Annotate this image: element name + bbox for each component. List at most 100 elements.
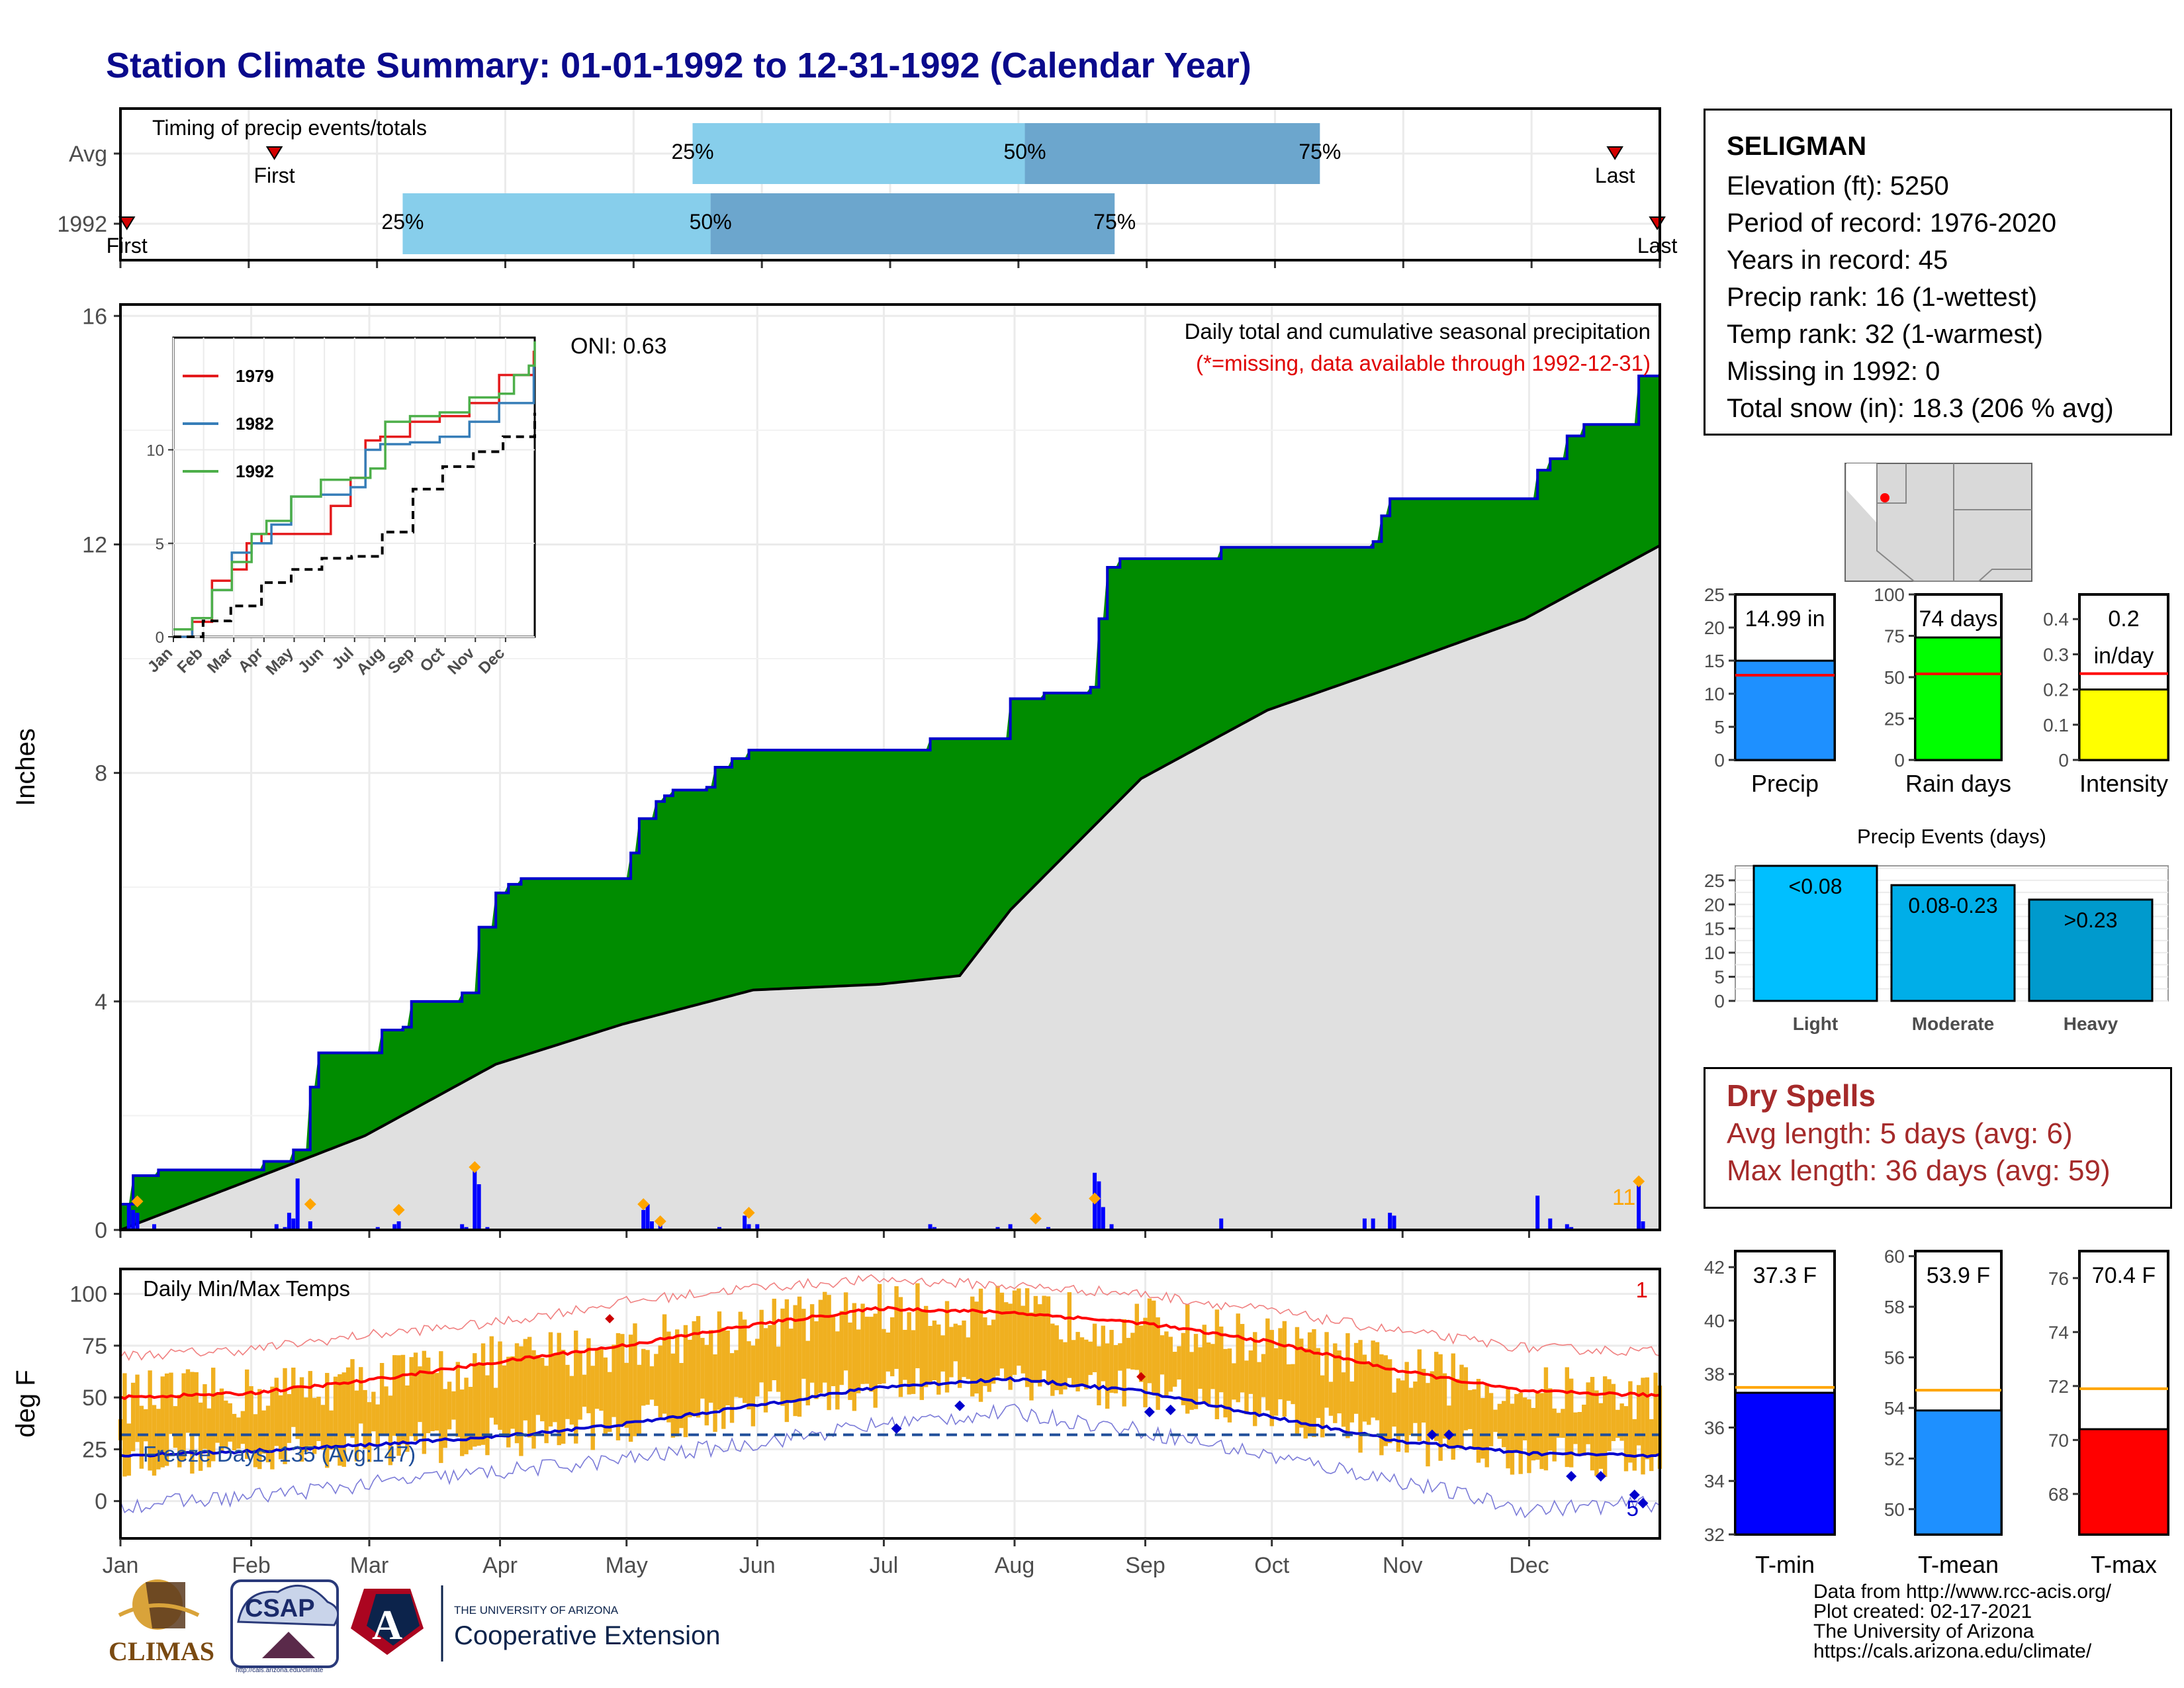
month-tick-label: Sep	[1125, 1553, 1165, 1578]
normal-max-line	[120, 1305, 1661, 1401]
summary-bar-name: Precip	[1751, 770, 1819, 797]
daily-temp-range-bar	[742, 1319, 747, 1403]
daily-temp-range-bar	[679, 1362, 684, 1429]
csap-url: http://cals.arizona.edu/climate	[236, 1667, 324, 1674]
daily-temp-range-bar	[763, 1328, 768, 1413]
daily-temp-range-bar	[1206, 1342, 1211, 1405]
daily-temp-range-bar	[1265, 1318, 1270, 1411]
daily-temp-range-bar	[181, 1373, 186, 1462]
daily-temp-range-bar	[232, 1413, 237, 1450]
daily-temp-range-bar	[1404, 1362, 1409, 1453]
daily-temp-range-bar	[1189, 1352, 1194, 1410]
daily-temp-range-bar	[940, 1335, 945, 1372]
daily-temp-range-bar	[210, 1368, 216, 1462]
oni-label: ONI: 0.63	[570, 334, 667, 359]
daily-temp-range-bar	[1602, 1376, 1608, 1477]
daily-temp-range-bar	[999, 1292, 1005, 1369]
summary-bar-tick-label: 15	[1704, 651, 1725, 671]
daily-temp-range-bar	[405, 1385, 410, 1452]
daily-temp-range-bar	[974, 1301, 979, 1394]
daily-temp-range-bar	[1282, 1321, 1287, 1417]
timing-p50-label: 50%	[690, 210, 732, 234]
daily-temp-range-bar	[1058, 1339, 1064, 1395]
inset-y-tick-label: 5	[156, 536, 164, 553]
daily-temp-range-bar	[1054, 1325, 1059, 1391]
daily-temp-range-bar	[936, 1324, 941, 1395]
daily-temp-range-bar	[823, 1291, 827, 1383]
daily-temp-range-bar	[413, 1352, 418, 1441]
daily-temp-range-bar	[835, 1331, 840, 1410]
y-tick-label: 25	[82, 1437, 107, 1462]
daily-temp-range-bar	[434, 1373, 439, 1431]
daily-temp-range-bar	[557, 1333, 561, 1446]
daily-temp-range-bar	[725, 1331, 730, 1406]
daily-temp-range-bar	[1008, 1303, 1013, 1390]
daily-temp-range-bar	[160, 1376, 165, 1468]
daily-temp-range-bar	[359, 1367, 363, 1424]
daily-temp-range-bar	[1017, 1288, 1021, 1366]
daily-temp-range-bar	[1518, 1392, 1523, 1474]
daily-temp-range-bar	[1232, 1363, 1236, 1400]
daily-temp-range-bar	[801, 1309, 806, 1379]
month-tick-label: Feb	[232, 1553, 271, 1578]
snow-day-marker	[392, 1203, 405, 1216]
daily-temp-range-bar	[1038, 1304, 1042, 1387]
summary-bar-name: Intensity	[2079, 770, 2168, 797]
daily-temp-range-bar	[1434, 1352, 1439, 1441]
daily-temp-range-bar	[1164, 1331, 1169, 1397]
daily-temp-range-bar	[489, 1336, 494, 1418]
summary-bar-tick-label: 58	[1884, 1297, 1905, 1317]
daily-temp-range-bar	[548, 1332, 553, 1427]
daily-temp-range-bar	[708, 1330, 713, 1403]
daily-temp-range-bar	[1362, 1354, 1367, 1422]
daily-temp-range-bar	[882, 1329, 886, 1383]
daily-temp-range-bar	[135, 1374, 140, 1442]
daily-temp-range-bar	[400, 1354, 406, 1444]
daily-temp-range-bar	[713, 1354, 717, 1432]
temps-panel: 0 25 50 75 100 Daily Min/Max Temps Freeze Days…	[11, 1268, 1662, 1540]
daily-temp-range-bar	[873, 1313, 878, 1408]
daily-temp-range-bar	[240, 1411, 246, 1444]
record-low-marker	[1165, 1404, 1176, 1415]
daily-temp-range-bar	[1046, 1296, 1051, 1385]
summary-bar-value-label: 70.4 F	[2092, 1263, 2156, 1288]
precip-events-chart: 0 5 10 15 20 25 <0.08 Light 0.08-0.23 Moderate >0.…	[1704, 825, 2169, 1034]
daily-temp-range-bar	[1312, 1329, 1316, 1437]
daily-precip-bar	[477, 1184, 481, 1230]
events-title: Precip Events (days)	[1857, 825, 2046, 848]
map-border	[1954, 569, 2032, 582]
daily-temp-range-bar	[535, 1354, 541, 1415]
climas-logo-text: CLIMAS	[109, 1636, 214, 1666]
daily-temp-range-bar	[1615, 1409, 1620, 1438]
daily-precip-bar	[747, 1224, 751, 1230]
summary-bar-tick-label: 100	[1874, 585, 1905, 605]
daily-temp-range-bar	[177, 1395, 182, 1468]
daily-temp-range-bar	[439, 1351, 443, 1464]
daily-precip-bar	[717, 1227, 721, 1230]
inset-series-line	[173, 341, 536, 631]
daily-temp-range-bar	[907, 1312, 911, 1395]
daily-temp-range-bar	[966, 1337, 971, 1380]
daily-temp-range-bar	[206, 1408, 212, 1468]
timing-panel-label: Timing of precip events/totals	[152, 116, 427, 140]
daily-temp-range-bar	[130, 1382, 136, 1452]
daily-temp-range-bar	[928, 1326, 933, 1383]
daily-temp-range-bar	[345, 1367, 351, 1436]
timing-p75-label: 75%	[1093, 210, 1136, 234]
daily-temp-range-bar	[367, 1402, 372, 1462]
y-tick-label: 75	[82, 1334, 107, 1359]
cumulative-precip-line	[120, 373, 1661, 1206]
daily-temp-range-bar	[164, 1373, 169, 1466]
daily-temp-range-bar	[1442, 1373, 1447, 1439]
daily-temp-range-bar	[1426, 1383, 1430, 1467]
daily-temp-range-bar	[1333, 1343, 1338, 1423]
summary-bar-tick-label: 10	[1704, 684, 1725, 704]
record-low-count: 5	[1627, 1496, 1639, 1521]
daily-temp-range-bar	[544, 1366, 549, 1444]
daily-temp-range-bar	[1138, 1325, 1144, 1382]
daily-temp-range-bar	[485, 1375, 490, 1456]
summary-bar-tick-label: 25	[1704, 585, 1725, 605]
daily-temp-range-bar	[1012, 1290, 1017, 1375]
csap-logo: CSAP http://cals.arizona.edu/climate	[230, 1579, 340, 1674]
daily-precip-bar	[308, 1221, 312, 1230]
